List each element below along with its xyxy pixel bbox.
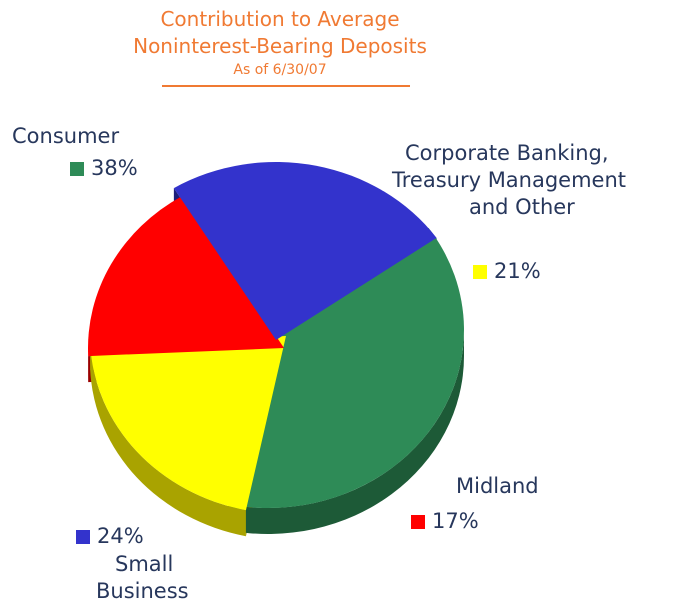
pie-top-layer <box>88 162 464 511</box>
consumer-slice <box>227 227 464 509</box>
consumer-value: 38% <box>91 156 138 180</box>
corporate-label-line-2: Treasury Management <box>392 168 627 192</box>
consumer-value-label: 38% <box>70 155 138 181</box>
corporate-label-line-1: Corporate Banking, <box>405 141 609 165</box>
consumer-label: Consumer <box>12 124 120 148</box>
corporate-legend-swatch <box>473 265 487 279</box>
corporate-label-line-3: and Other <box>469 195 575 219</box>
small-business-label-line-2: Business <box>96 579 189 603</box>
corporate-slice-side <box>90 344 246 537</box>
title-underline <box>162 85 410 87</box>
midland-value: 17% <box>432 509 479 533</box>
midland-label: Midland <box>456 474 539 498</box>
corporate-value: 21% <box>494 259 541 283</box>
small-business-value-label: 24% <box>76 523 144 549</box>
consumer-legend-swatch <box>70 162 84 176</box>
consumer-slice-side <box>227 330 464 534</box>
corporate-value-label: 21% <box>473 258 541 284</box>
corporate-slice <box>90 336 286 511</box>
midland-slice <box>88 196 284 357</box>
small-business-legend-swatch <box>76 530 90 544</box>
midland-legend-swatch <box>411 515 425 529</box>
chart-title-line-1: Contribution to Average <box>160 7 400 31</box>
midland-value-label: 17% <box>411 508 479 534</box>
chart-title-line-2: Noninterest-Bearing Deposits <box>133 34 427 58</box>
small-business-slice <box>173 162 437 340</box>
small-business-value: 24% <box>97 524 144 548</box>
chart-subtitle: As of 6/30/07 <box>233 62 327 78</box>
small-business-label-line-1: Small <box>115 552 174 576</box>
